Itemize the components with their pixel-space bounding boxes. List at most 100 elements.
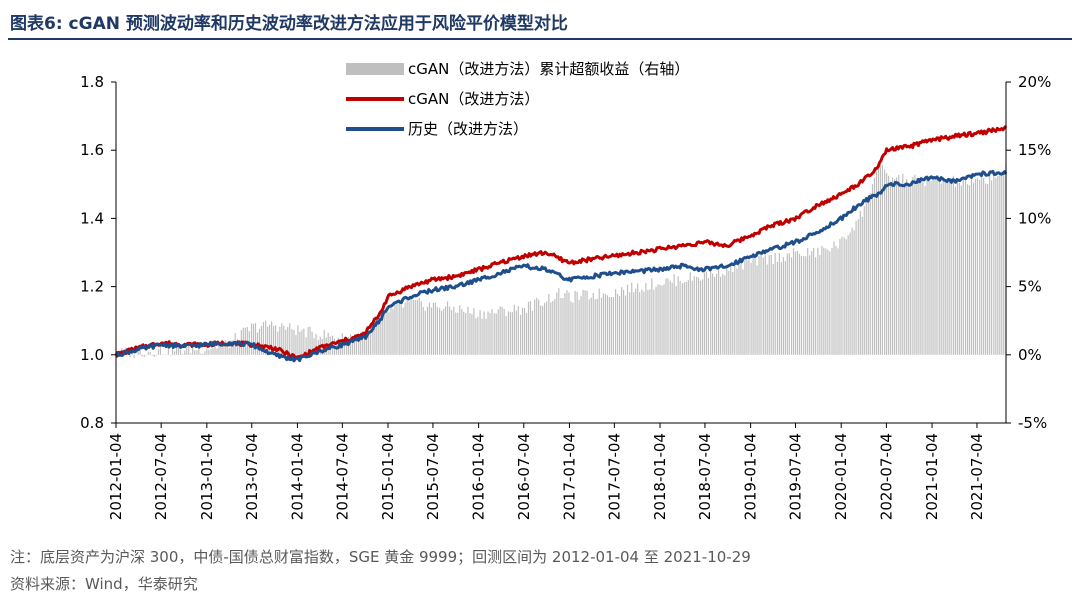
excess-return-bar <box>566 290 568 355</box>
excess-return-bar <box>881 164 883 355</box>
excess-return-bar <box>726 264 728 355</box>
x-tick-label: 2014-01-04 <box>288 433 306 520</box>
excess-return-bar <box>699 280 702 355</box>
excess-return-bar <box>673 274 675 355</box>
excess-return-bar <box>129 354 131 358</box>
excess-return-bar <box>821 246 823 355</box>
excess-return-bar <box>604 293 607 355</box>
excess-return-bar <box>267 326 269 355</box>
excess-return-bar <box>418 298 420 355</box>
excess-return-bar <box>805 256 807 355</box>
right-tick-label: -5% <box>1018 414 1047 432</box>
excess-return-bar <box>378 318 380 355</box>
excess-return-bar <box>645 282 647 355</box>
excess-return-bar <box>786 253 788 355</box>
excess-return-bar <box>893 179 896 355</box>
excess-return-bar <box>798 253 801 355</box>
excess-return-bar <box>879 165 882 355</box>
excess-return-bar <box>281 323 283 355</box>
excess-return-bar <box>952 175 954 355</box>
excess-return-bar <box>675 286 677 355</box>
excess-return-bar <box>790 257 793 355</box>
excess-return-bar <box>661 285 663 355</box>
excess-return-bar <box>190 353 192 355</box>
excess-return-bar <box>315 333 317 355</box>
excess-return-bar <box>734 261 736 355</box>
excess-return-bar <box>463 311 465 355</box>
excess-return-bar <box>687 280 689 355</box>
excess-return-bar <box>669 280 671 355</box>
excess-return-bar <box>285 329 287 355</box>
series-lines <box>114 125 1008 363</box>
excess-return-bar <box>515 310 517 355</box>
excess-return-bar <box>436 307 438 355</box>
excess-return-bar <box>657 284 659 355</box>
excess-return-bar <box>548 294 550 355</box>
excess-return-bar <box>647 289 649 355</box>
excess-return-bar <box>934 176 936 355</box>
excess-return-bar <box>784 261 786 355</box>
excess-return-bar <box>505 316 507 355</box>
excess-return-bar <box>453 306 455 355</box>
excess-return-bar <box>902 173 904 355</box>
excess-return-bar <box>738 260 740 355</box>
cgan-line <box>115 125 1008 360</box>
excess-return-bar <box>835 245 837 355</box>
excess-return-bar <box>289 323 291 355</box>
excess-return-bar <box>942 180 944 355</box>
excess-return-bar <box>165 354 167 356</box>
excess-return-bar <box>558 288 560 355</box>
excess-return-bar <box>875 168 878 355</box>
excess-return-bar <box>414 300 416 355</box>
excess-return-bar <box>813 247 815 355</box>
excess-return-bar <box>976 178 979 355</box>
excess-return-bar <box>487 311 489 355</box>
excess-return-bar <box>260 326 263 355</box>
left-tick-label: 1.0 <box>80 346 104 364</box>
excess-return-bar <box>701 279 704 355</box>
x-tick-label: 2014-07-04 <box>333 433 351 520</box>
excess-return-bar <box>584 290 586 355</box>
excess-return-bar <box>580 296 582 355</box>
x-tick-label: 2015-07-04 <box>424 433 442 520</box>
excess-return-bar <box>908 184 910 355</box>
excess-return-bar <box>768 255 770 355</box>
excess-return-bar <box>788 253 790 355</box>
excess-return-bar <box>651 278 653 355</box>
excess-return-bar <box>629 292 631 355</box>
excess-return-bar <box>782 257 784 355</box>
excess-return-bar <box>867 195 869 355</box>
excess-return-bar <box>139 350 141 355</box>
excess-return-bar <box>509 311 511 355</box>
excess-return-bar <box>1001 171 1003 355</box>
excess-return-bar <box>817 247 819 355</box>
excess-return-bar <box>167 344 169 355</box>
excess-return-bar <box>884 169 886 355</box>
excess-return-bar <box>588 299 590 355</box>
excess-return-bar <box>750 262 752 355</box>
x-tick-label: 2020-07-04 <box>877 433 895 520</box>
excess-return-bar <box>815 257 817 355</box>
excess-return-bar <box>443 308 445 355</box>
excess-return-bar <box>877 163 880 355</box>
excess-return-bar <box>926 177 928 355</box>
x-tick-label: 2021-07-04 <box>968 433 986 520</box>
excess-return-bar <box>273 326 275 355</box>
excess-return-bar <box>214 345 216 355</box>
x-tick-label: 2015-01-04 <box>379 433 397 520</box>
excess-return-bar <box>712 273 714 355</box>
excess-return-bar <box>637 283 639 355</box>
excess-return-bar <box>962 176 964 355</box>
excess-return-bar <box>724 275 726 355</box>
excess-return-bar <box>843 237 845 355</box>
right-tick-label: 0% <box>1018 346 1042 364</box>
excess-return-bar <box>655 286 657 355</box>
excess-return-bar <box>552 301 554 355</box>
excess-return-bar <box>944 181 946 355</box>
excess-return-bar <box>519 314 522 355</box>
excess-return-bar <box>622 289 625 355</box>
excess-return-bar <box>833 241 835 355</box>
footnote: 注：底层资产为沪深 300，中债-国债总财富指数，SGE 黄金 9999；回测区… <box>10 548 751 566</box>
excess-return-bar <box>993 172 995 355</box>
excess-return-bar <box>287 326 289 355</box>
